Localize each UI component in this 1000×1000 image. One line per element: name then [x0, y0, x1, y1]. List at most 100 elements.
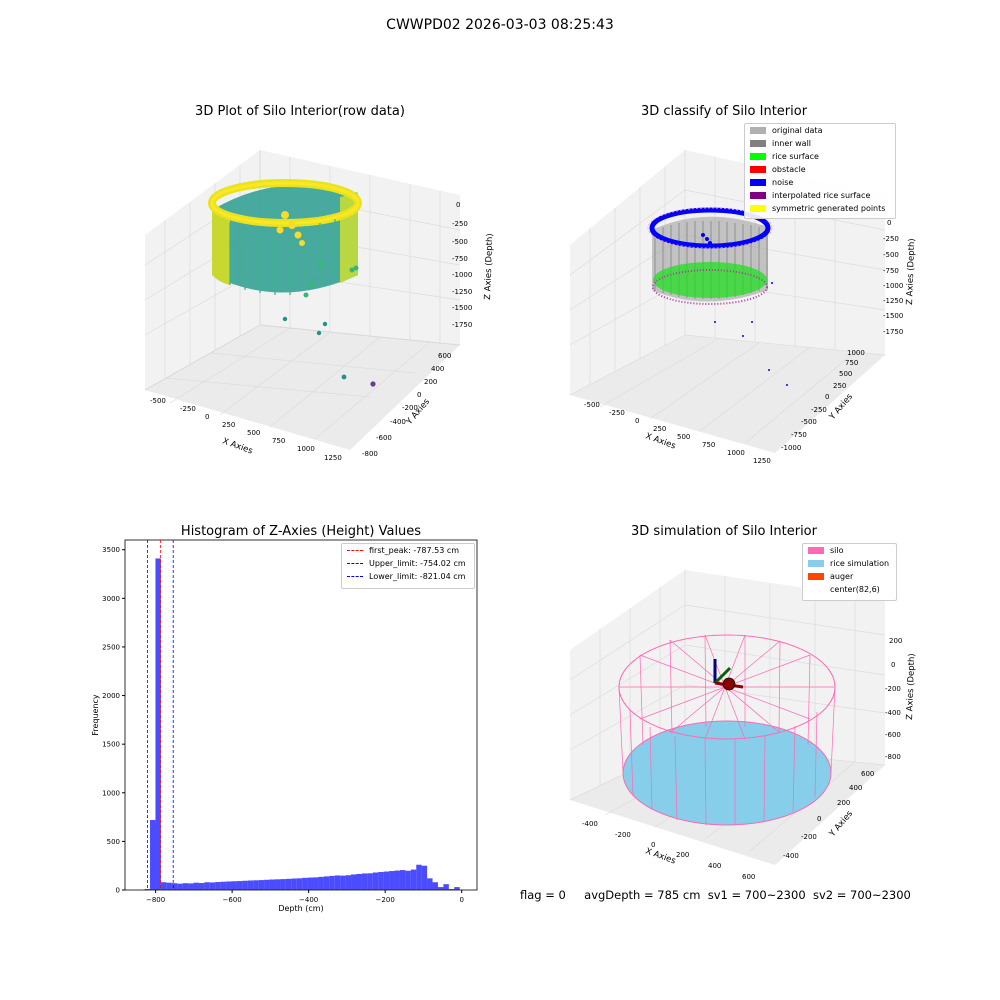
legend-label: silo: [830, 546, 844, 555]
z-axis-label: Z Axies (Depth): [483, 233, 495, 300]
y-tick: 750: [845, 359, 858, 367]
z-tick: -1750: [452, 321, 472, 329]
legend-swatch: [750, 179, 766, 186]
x-tick: -400: [582, 820, 598, 828]
y-tick: 600: [861, 770, 874, 778]
x-tick: 0: [205, 413, 209, 421]
panel3-title: Histogram of Z-Axies (Height) Values: [180, 524, 422, 539]
z-tick: -600: [885, 731, 901, 739]
histogram-bar: [160, 882, 167, 890]
x-axis-label: Depth (cm): [278, 904, 323, 913]
silo-wireframe: [618, 634, 836, 826]
histogram-bar: [454, 887, 460, 890]
y-tick: 250: [833, 382, 846, 390]
z-tick: -1000: [452, 271, 472, 279]
y-tick-label: 1000: [102, 789, 120, 797]
histogram-bar: [394, 870, 400, 890]
status-footer: flag = 0 avgDepth = 785 cm sv1 = 700~230…: [520, 888, 911, 902]
histogram-bar: [334, 875, 341, 890]
panel3-legend: first_peak: -787.53 cm Upper_limit: -754.…: [341, 543, 475, 589]
legend-label: obstacle: [772, 165, 806, 174]
legend-entry: symmetric generated points: [745, 202, 895, 215]
legend-label: Lower_limit: -821.04 cm: [369, 572, 466, 581]
histogram-bar: [209, 882, 216, 890]
legend-swatch: [750, 127, 766, 134]
y-tick: -200: [402, 404, 418, 412]
histogram-bar: [150, 820, 156, 890]
histogram-bar: [198, 883, 205, 890]
histogram-bar: [274, 879, 281, 890]
x-tick: 1000: [727, 449, 745, 457]
z-tick: -400: [885, 709, 901, 717]
x-tick-label: −600: [223, 896, 242, 904]
panel4-3d-simulation: -400 -200 0 200 400 600 X Axies -400 -20…: [569, 570, 917, 881]
x-tick: 250: [222, 421, 235, 429]
histogram-bar: [351, 874, 357, 890]
z-tick: 0: [891, 661, 895, 669]
y-tick-label: 3500: [102, 546, 120, 554]
legend-entry: obstacle: [745, 163, 895, 176]
legend-swatch: [808, 560, 824, 567]
histogram-bar: [247, 880, 254, 890]
y-axis-label: Frequency: [91, 694, 100, 736]
legend-entry: noise: [745, 176, 895, 189]
legend-entry: center(82,6): [803, 583, 896, 596]
histogram-bar: [378, 872, 384, 890]
histogram-bar: [389, 871, 395, 890]
x-tick: 750: [702, 441, 715, 449]
z-tick: 200: [889, 637, 902, 645]
y-tick: 0: [417, 391, 421, 399]
auger-marker: [713, 659, 744, 691]
panel3-histogram: −800 −600 −400 −200 0 0 500 1000 1500 2000 2500 30…: [91, 539, 478, 913]
z-tick: -750: [452, 255, 468, 263]
histogram-bar: [291, 878, 297, 890]
y-tick: -800: [362, 450, 378, 458]
z-axis-ticks: 200 0 -200 -400 -600 -800: [885, 637, 902, 761]
x-tick: 500: [247, 429, 260, 437]
z-tick: -1500: [452, 304, 472, 312]
legend-label: auger: [830, 572, 854, 581]
y-axis-label: Y Axies: [404, 397, 432, 428]
histogram-bar: [258, 880, 265, 890]
legend-swatch: [808, 573, 824, 580]
legend-swatch: [808, 586, 824, 593]
legend-entry: auger: [803, 570, 896, 583]
z-tick: -500: [883, 251, 899, 259]
y-tick: 200: [837, 799, 850, 807]
histogram-bar: [340, 875, 346, 890]
x-axis-label: X Axies: [644, 846, 677, 866]
pane-floor: [145, 325, 460, 450]
histogram-bar: [323, 876, 330, 890]
histogram-bar: [166, 882, 172, 890]
legend-swatch: [750, 140, 766, 147]
legend-entry: interpolated rice surface: [745, 189, 895, 202]
histogram-bar: [313, 877, 319, 890]
z-tick: -250: [883, 235, 899, 243]
legend-swatch: [750, 166, 766, 173]
histogram-bar: [437, 887, 444, 890]
histogram-bar: [318, 876, 324, 890]
histogram-bars: [144, 558, 460, 890]
x-tick: -200: [615, 831, 631, 839]
histogram-bar: [231, 881, 237, 890]
histogram-bar: [302, 877, 308, 890]
histogram-bar: [215, 882, 221, 890]
x-tick: -500: [584, 401, 600, 409]
y-tick: 200: [424, 378, 437, 386]
z-tick: -250: [452, 220, 468, 228]
x-tick: 250: [653, 425, 666, 433]
plot-frame: [124, 539, 478, 891]
x-axis-label: X Axies: [644, 431, 677, 451]
y-tick-label: 0: [116, 887, 120, 895]
silo-point-cloud: [208, 179, 376, 387]
x-tick: -500: [150, 397, 166, 405]
histogram-bar: [182, 883, 189, 890]
panel2-legend: original data inner wall rice surface obsta…: [744, 123, 896, 219]
x-tick: -250: [180, 405, 196, 413]
grid: [569, 570, 886, 852]
legend-swatch: [347, 550, 363, 551]
histogram-bar: [285, 878, 292, 890]
legend-swatch: [750, 205, 766, 212]
classified-point-cloud: [647, 207, 788, 386]
threshold-lines: [147, 540, 174, 890]
